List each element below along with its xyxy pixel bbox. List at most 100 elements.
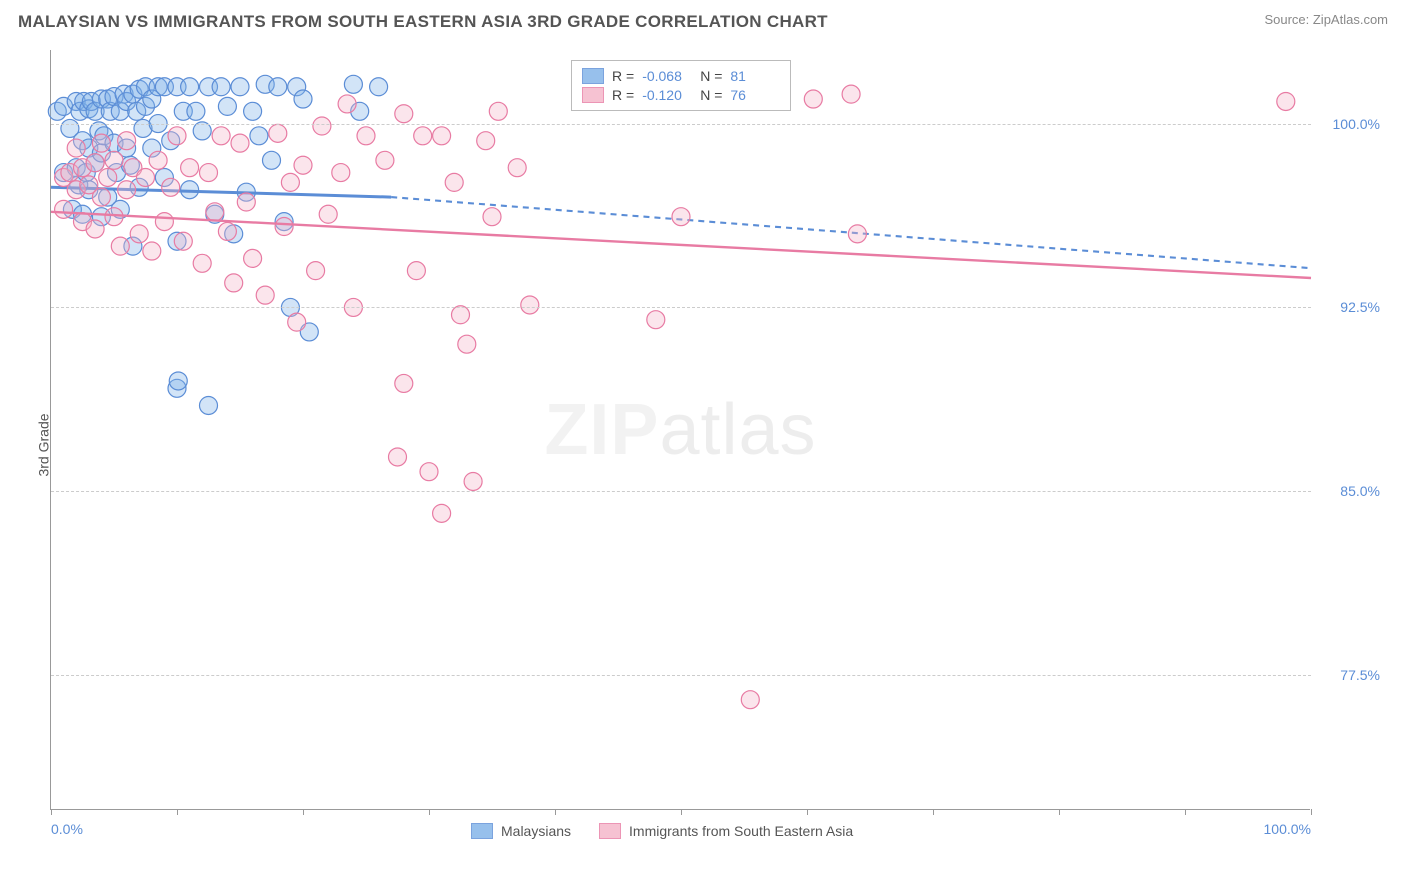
x-tick: [1059, 809, 1060, 815]
data-point: [508, 159, 526, 177]
grid-line: [51, 675, 1311, 676]
data-point: [137, 168, 155, 186]
data-point: [848, 225, 866, 243]
data-point: [225, 274, 243, 292]
x-tick: [303, 809, 304, 815]
data-point: [395, 374, 413, 392]
data-point: [206, 203, 224, 221]
data-point: [1277, 92, 1295, 110]
x-tick: [807, 809, 808, 815]
x-tick-label: 0.0%: [51, 821, 83, 837]
data-point: [67, 139, 85, 157]
swatch-icon: [582, 87, 604, 103]
data-point: [149, 151, 167, 169]
legend-item-malaysians: Malaysians: [471, 823, 571, 839]
legend-item-immigrants: Immigrants from South Eastern Asia: [599, 823, 853, 839]
y-tick-label: 100.0%: [1320, 116, 1380, 132]
r-value: -0.120: [642, 87, 692, 103]
y-tick-label: 77.5%: [1320, 667, 1380, 683]
data-point: [344, 75, 362, 93]
data-point: [86, 154, 104, 172]
data-point: [181, 159, 199, 177]
source-label: Source: ZipAtlas.com: [1264, 12, 1388, 27]
data-point: [174, 232, 192, 250]
data-point: [357, 127, 375, 145]
n-value: 81: [730, 68, 780, 84]
data-point: [181, 78, 199, 96]
data-point: [433, 127, 451, 145]
plot-area: ZIPatlas R = -0.068 N = 81 R = -0.120 N …: [50, 50, 1310, 810]
data-point: [477, 132, 495, 150]
data-point: [193, 122, 211, 140]
data-point: [804, 90, 822, 108]
data-point: [111, 237, 129, 255]
data-point: [130, 225, 148, 243]
data-point: [118, 132, 136, 150]
data-point: [168, 127, 186, 145]
data-point: [200, 396, 218, 414]
data-point: [256, 286, 274, 304]
y-tick-label: 85.0%: [1320, 483, 1380, 499]
correlation-legend: R = -0.068 N = 81 R = -0.120 N = 76: [571, 60, 791, 111]
x-tick: [681, 809, 682, 815]
data-point: [370, 78, 388, 96]
data-point: [313, 117, 331, 135]
chart-title: MALAYSIAN VS IMMIGRANTS FROM SOUTH EASTE…: [18, 12, 828, 32]
series-name: Malaysians: [501, 823, 571, 839]
x-tick: [51, 809, 52, 815]
data-point: [294, 156, 312, 174]
data-point: [319, 205, 337, 223]
x-tick: [177, 809, 178, 815]
chart-area: 3rd Grade ZIPatlas R = -0.068 N = 81 R =…: [50, 50, 1390, 840]
data-point: [169, 372, 187, 390]
data-point: [92, 188, 110, 206]
data-point: [55, 200, 73, 218]
series-name: Immigrants from South Eastern Asia: [629, 823, 853, 839]
data-point: [741, 691, 759, 709]
data-point: [420, 463, 438, 481]
data-point: [237, 193, 255, 211]
data-point: [407, 262, 425, 280]
grid-line: [51, 307, 1311, 308]
n-label: N =: [700, 87, 722, 103]
data-point: [200, 164, 218, 182]
legend-row-malaysians: R = -0.068 N = 81: [582, 68, 780, 84]
data-point: [263, 151, 281, 169]
x-tick: [555, 809, 556, 815]
data-point: [162, 178, 180, 196]
data-point: [269, 78, 287, 96]
data-point: [294, 90, 312, 108]
r-label: R =: [612, 68, 634, 84]
series-legend: Malaysians Immigrants from South Eastern…: [471, 823, 853, 839]
data-point: [231, 134, 249, 152]
data-point: [483, 208, 501, 226]
data-point: [672, 208, 690, 226]
data-point: [244, 249, 262, 267]
x-tick: [429, 809, 430, 815]
x-tick: [1311, 809, 1312, 815]
scatter-svg: [51, 50, 1311, 810]
data-point: [489, 102, 507, 120]
swatch-icon: [599, 823, 621, 839]
data-point: [458, 335, 476, 353]
swatch-icon: [471, 823, 493, 839]
data-point: [212, 78, 230, 96]
data-point: [395, 105, 413, 123]
n-label: N =: [700, 68, 722, 84]
data-point: [389, 448, 407, 466]
data-point: [647, 311, 665, 329]
data-point: [250, 127, 268, 145]
data-point: [842, 85, 860, 103]
data-point: [212, 127, 230, 145]
data-point: [288, 313, 306, 331]
data-point: [118, 181, 136, 199]
data-point: [445, 173, 463, 191]
data-point: [269, 124, 287, 142]
x-tick: [1185, 809, 1186, 815]
chart-header: MALAYSIAN VS IMMIGRANTS FROM SOUTH EASTE…: [0, 0, 1406, 36]
data-point: [281, 173, 299, 191]
data-point: [105, 208, 123, 226]
swatch-icon: [582, 68, 604, 84]
data-point: [275, 218, 293, 236]
x-tick: [933, 809, 934, 815]
